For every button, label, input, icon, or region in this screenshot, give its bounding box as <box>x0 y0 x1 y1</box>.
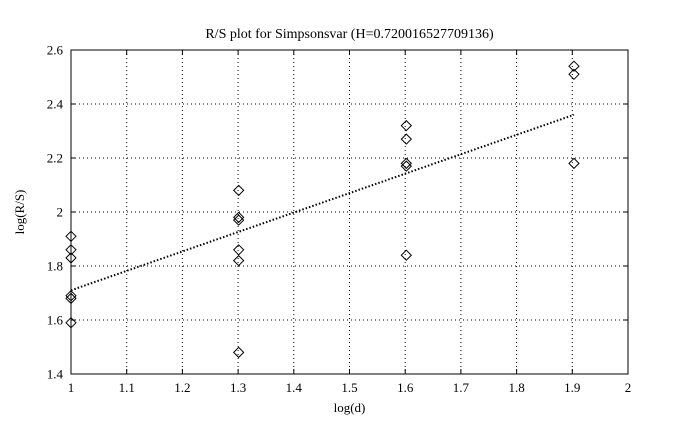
data-point-diamond <box>232 211 245 224</box>
x-tick-label: 1.6 <box>397 380 414 395</box>
data-point-diamond <box>568 68 580 81</box>
data-point-diamond <box>65 244 77 256</box>
data-point-diamond <box>232 244 245 256</box>
data-point-diamond <box>65 252 77 264</box>
data-point-diamond <box>232 346 245 359</box>
axis-ticks: 1 1.1 1.2 1.3 1.4 1.5 1.6 1.7 1.8 1.9 2 1.4 1.6 1.8 2 2… <box>47 43 632 396</box>
x-tick-label: 1.8 <box>508 380 524 395</box>
y-tick-label: 2.2 <box>47 151 63 166</box>
data-point-diamond <box>568 157 580 170</box>
data-point-diamond <box>65 230 77 243</box>
x-tick-label: 1 <box>68 380 75 395</box>
x-tick-label: 1.7 <box>453 380 470 395</box>
regression-fit-line <box>70 113 575 292</box>
data-point-diamond <box>400 119 413 132</box>
y-tick-label: 1.4 <box>47 367 64 382</box>
y-tick-label: 1.8 <box>47 259 63 274</box>
y-tick-label: 2 <box>57 205 64 220</box>
fit-line-group <box>70 113 575 292</box>
x-axis-label: log(d) <box>334 400 366 415</box>
data-point-diamond <box>568 60 580 72</box>
data-point-diamond <box>65 289 77 302</box>
data-point-diamond <box>232 214 245 226</box>
x-tick-label: 1.2 <box>174 380 190 395</box>
x-tick-label: 1.5 <box>341 380 357 395</box>
x-tick-label: 1.9 <box>564 380 580 395</box>
x-tick-label: 1.3 <box>230 380 246 395</box>
grid-lines <box>71 50 628 374</box>
x-tick-label: 2 <box>625 380 632 395</box>
data-point-diamond <box>232 184 245 197</box>
data-point-diamond <box>400 157 413 170</box>
y-tick-label: 2.4 <box>47 97 64 112</box>
data-point-diamond <box>65 316 77 329</box>
data-point-diamond <box>65 292 77 305</box>
data-points <box>65 60 580 359</box>
x-tick-label: 1.1 <box>119 380 135 395</box>
chart-title: R/S plot for Simpsonsvar (H=0.7200165277… <box>205 27 494 42</box>
y-tick-label: 2.6 <box>47 43 64 58</box>
y-axis-label: log(R/S) <box>12 190 27 235</box>
x-tick-label: 1.4 <box>286 380 303 395</box>
data-point-diamond <box>400 160 413 172</box>
y-tick-label: 1.6 <box>47 313 64 328</box>
data-point-diamond <box>400 133 413 145</box>
data-point-diamond <box>400 249 413 261</box>
data-point-diamond <box>232 254 245 267</box>
